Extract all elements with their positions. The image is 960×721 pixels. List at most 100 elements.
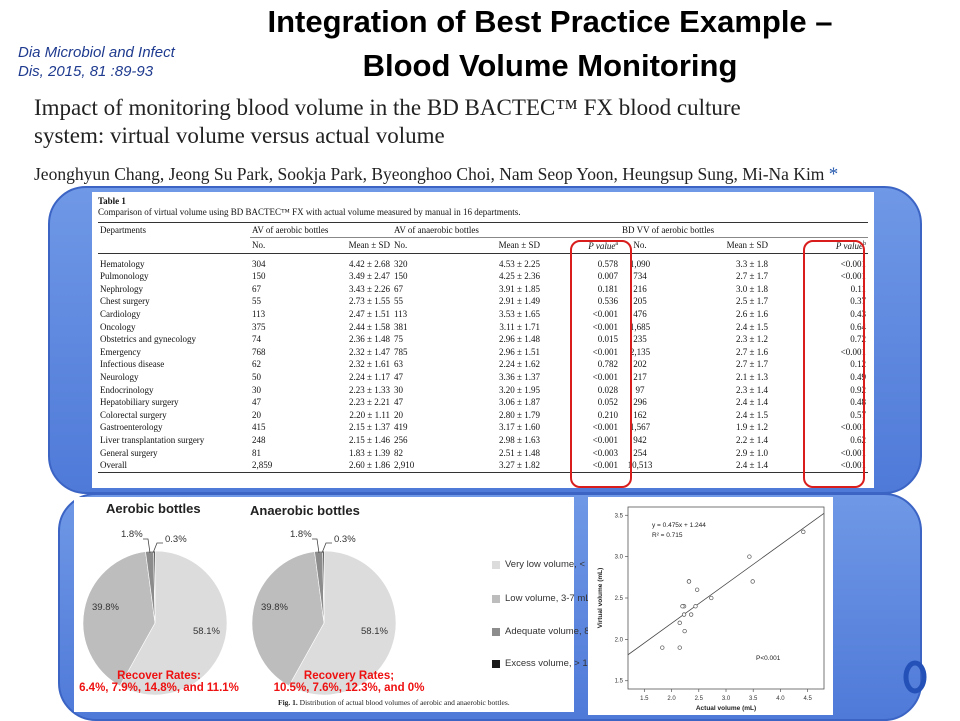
- p-value-b-highlight: [803, 240, 865, 488]
- table-row: Endocrinology 30 2.23 ± 1.33 30 3.20 ± 1.95 0…: [98, 384, 868, 397]
- legend-label-very-low: Very low volume, < 3 mL: [505, 559, 609, 570]
- cell-aerobic-mean: 1.83 ± 1.39: [349, 447, 390, 458]
- pie-aerobic-label-low: 39.8%: [92, 602, 119, 613]
- scatter-chart-svg: 1.5 2.0 2.5 3.0 3.5 4.0 4.5 1.5 2.0 2.5 3.0 3.5 Actu…: [597, 506, 825, 712]
- cell-p-value-a: <0.001: [592, 371, 618, 382]
- cell-p-value-a: 0.578: [597, 258, 618, 269]
- cell-aerobic-no: 2,859: [250, 459, 282, 473]
- cell-department: Cardiology: [100, 308, 141, 319]
- paper-authors: Jeonghyun Chang, Jeong Su Park, Sookja P…: [34, 164, 838, 186]
- cell-anaerobic-mean: 4.25 ± 2.36: [499, 271, 540, 282]
- cell-anaerobic-no: 30: [394, 384, 403, 395]
- cell-anaerobic-mean: 3.20 ± 1.95: [499, 384, 540, 395]
- scatter-point: [677, 645, 682, 650]
- p-value-a-text: P value: [588, 241, 616, 251]
- group-header-aerobic: AV of aerobic bottles: [250, 222, 392, 238]
- scatter-chart-card: 1.5 2.0 2.5 3.0 3.5 4.0 4.5 1.5 2.0 2.5 3.0 3.5 Actu…: [588, 497, 833, 715]
- cell-aerobic-mean: 2.24 ± 1.17: [349, 371, 390, 382]
- pie-anaerobic-slice-low: [251, 551, 325, 687]
- cell-aerobic-mean: 2.23 ± 1.33: [349, 384, 390, 395]
- scatter-y-tick-label: 2.0: [615, 637, 624, 643]
- cell-p-value-a: 0.015: [597, 334, 618, 345]
- scatter-point: [801, 529, 806, 534]
- cell-anaerobic-mean: 3.53 ± 1.65: [499, 308, 540, 319]
- cell-aerobic-mean: 2.15 ± 1.46: [349, 434, 390, 445]
- cell-p-value-b: 0.43: [850, 308, 866, 319]
- legend-item-excess: Excess volume, > 10 mL: [492, 658, 609, 669]
- header-bd-mean: Mean ± SD: [660, 237, 770, 254]
- cell-aerobic-no: 81: [252, 447, 261, 458]
- cell-p-value-a: 0.052: [597, 397, 618, 408]
- cell-anaerobic-mean: 3.06 ± 1.87: [499, 397, 540, 408]
- pie-anaerobic-leader-adequate: [312, 538, 320, 554]
- cell-bd-mean: 2.4 ± 1.4: [736, 397, 768, 408]
- header-aerobic-mean: Mean ± SD: [282, 237, 392, 254]
- cell-bd-no: 162: [633, 409, 647, 420]
- cell-anaerobic-mean: 3.27 ± 1.82: [432, 459, 542, 473]
- figure-caption-label: Fig. 1.: [278, 698, 298, 707]
- cell-anaerobic-mean: 2.80 ± 1.79: [499, 409, 540, 420]
- scatter-y-tick-label: 2.5: [615, 596, 624, 602]
- cell-anaerobic-mean: 3.17 ± 1.60: [499, 422, 540, 433]
- cell-p-value-a: 0.536: [597, 296, 618, 307]
- legend-swatch-adequate: [492, 627, 500, 636]
- scatter-equation: y = 0.475x + 1.244: [652, 522, 706, 529]
- legend-item-adequate: Adequate volume, 8-10 mL: [492, 626, 619, 637]
- pie-aerobic-slice-low: [82, 551, 156, 687]
- cell-anaerobic-no: 320: [394, 258, 408, 269]
- pie-anaerobic-label-very-low: 58.1%: [361, 626, 388, 637]
- cell-bd-no: 216: [633, 283, 647, 294]
- cell-department: Gastroenterology: [100, 422, 163, 433]
- cell-department: Chest surgery: [100, 296, 150, 307]
- cell-anaerobic-no: 47: [394, 371, 403, 382]
- cell-aerobic-no: 30: [252, 384, 261, 395]
- cell-aerobic-no: 67: [252, 283, 261, 294]
- cell-bd-mean: 2.3 ± 1.2: [736, 334, 768, 345]
- legend-swatch-excess: [492, 659, 500, 668]
- scatter-y-tick-label: 3.0: [615, 555, 624, 561]
- cell-aerobic-mean: 2.44 ± 1.58: [349, 321, 390, 332]
- cell-bd-mean: 3.0 ± 1.8: [736, 283, 768, 294]
- slide-title-line1: Integration of Best Practice Example –: [267, 4, 833, 39]
- cell-bd-no: 235: [633, 334, 647, 345]
- cell-p-value-b: 0.92: [850, 384, 866, 395]
- cell-department: General surgery: [100, 447, 158, 458]
- cell-bd-no: 942: [633, 434, 647, 445]
- cell-p-value-b: <0.001: [840, 422, 866, 433]
- scatter-x-tick-label: 4.0: [776, 696, 785, 702]
- pie-anaerobic-leader-excess: [321, 542, 332, 554]
- cell-aerobic-no: 74: [252, 334, 261, 345]
- cell-aerobic-mean: 2.60 ± 1.86: [282, 459, 392, 473]
- cell-aerobic-no: 768: [252, 346, 266, 357]
- table-row: Infectious disease 62 2.32 ± 1.61 63 2.24 ± …: [98, 358, 868, 371]
- pie-aerobic-label-adequate: 1.8%: [121, 529, 143, 540]
- pie-title-anaerobic: Anaerobic bottles: [250, 503, 360, 518]
- scatter-x-tick-label: 2.5: [695, 696, 704, 702]
- scatter-y-tick-label: 1.5: [615, 679, 624, 685]
- header-anaerobic-no: No.: [392, 237, 432, 254]
- cell-p-value-a: <0.001: [592, 321, 618, 332]
- scatter-point: [682, 628, 687, 634]
- cell-anaerobic-mean: 3.36 ± 1.37: [499, 371, 540, 382]
- cell-p-value-a: 0.210: [597, 409, 618, 420]
- cell-bd-no: 1,090: [629, 258, 651, 269]
- cell-p-value-a: <0.001: [592, 422, 618, 433]
- table-row: Colorectal surgery 20 2.20 ± 1.11 20 2.80 ± …: [98, 409, 868, 422]
- cell-bd-mean: 2.4 ± 1.5: [736, 409, 768, 420]
- header-aerobic-no: No.: [250, 237, 282, 254]
- cell-anaerobic-mean: 3.91 ± 1.85: [499, 283, 540, 294]
- cell-bd-no: 254: [633, 447, 647, 458]
- legend-label-low: Low volume, 3-7 mL: [505, 593, 591, 604]
- cell-anaerobic-mean: 2.96 ± 1.48: [499, 334, 540, 345]
- cell-anaerobic-no: 67: [394, 283, 403, 294]
- scatter-point: [681, 612, 687, 617]
- p-value-a-sup: a: [615, 241, 618, 247]
- cell-bd-no: 97: [635, 384, 645, 395]
- cell-p-value-b: 0.48: [850, 397, 866, 408]
- p-value-b-sup: b: [863, 241, 866, 247]
- cell-bd-no: 2,135: [629, 346, 651, 357]
- header-anaerobic-mean: Mean ± SD: [432, 237, 542, 254]
- scatter-point: [709, 595, 714, 601]
- cell-anaerobic-mean: 2.24 ± 1.62: [499, 359, 540, 370]
- cell-bd-mean: 2.9 ± 1.0: [736, 447, 768, 458]
